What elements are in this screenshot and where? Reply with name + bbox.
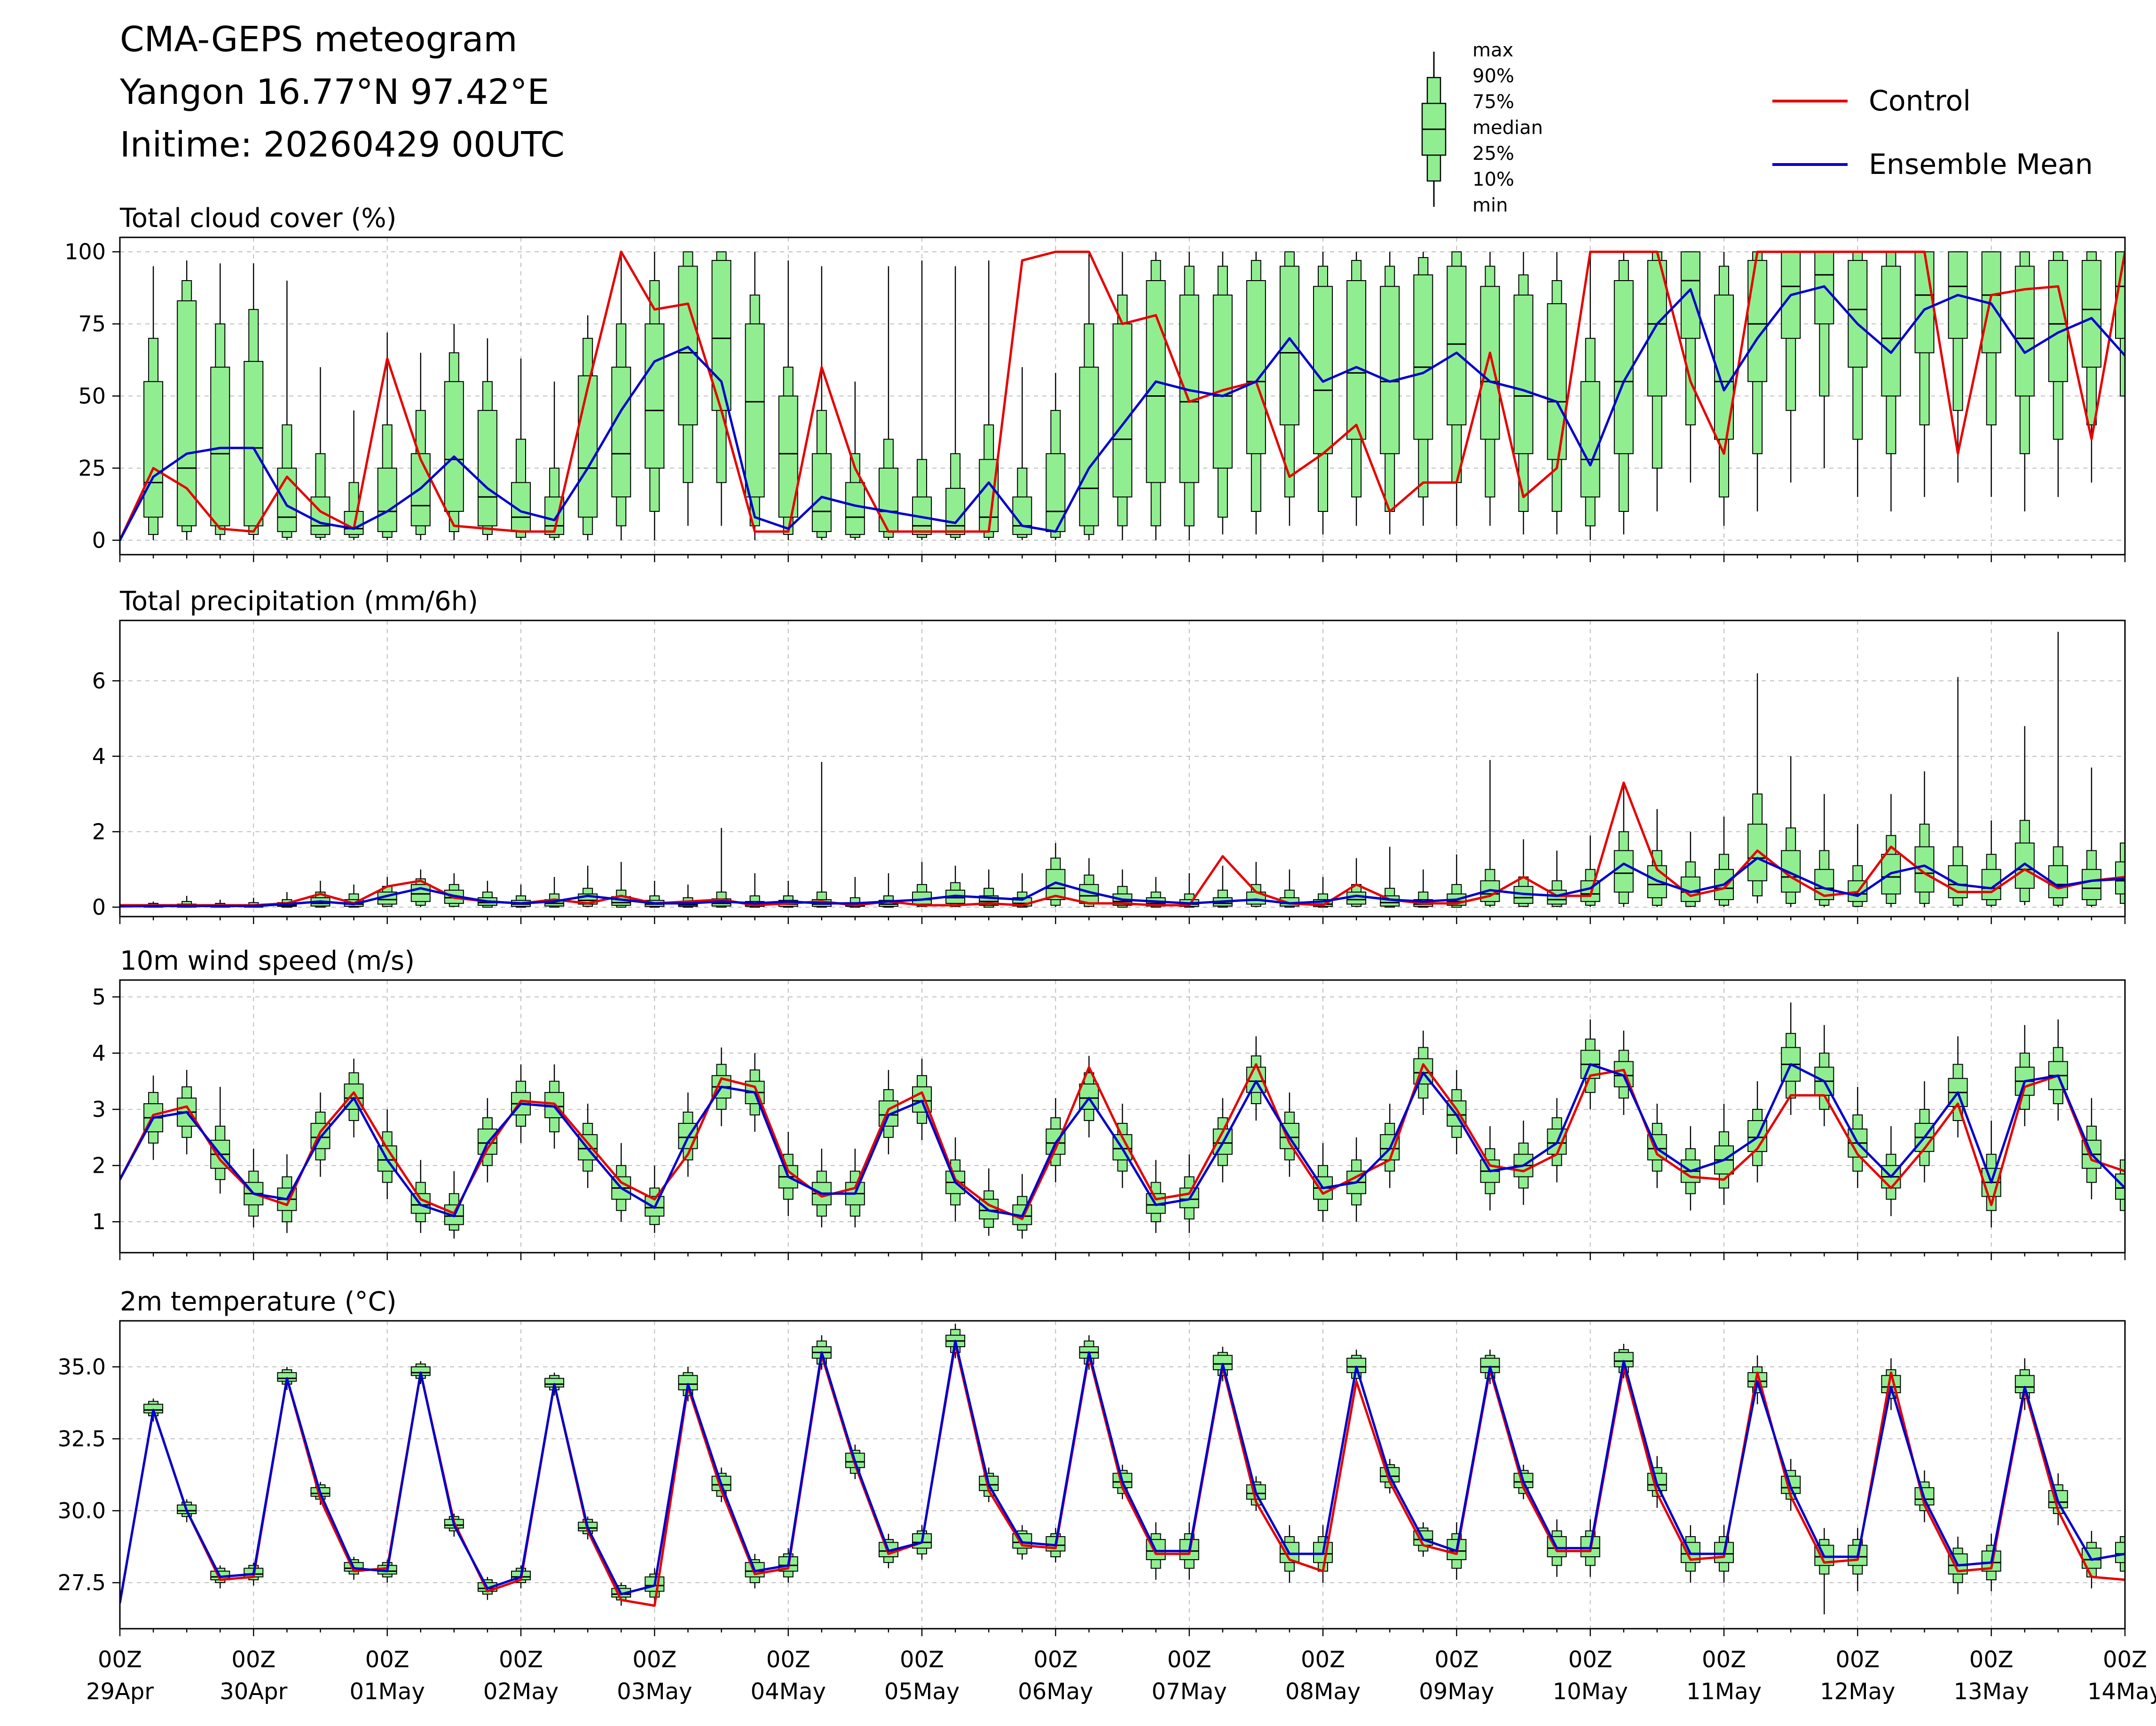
boxplot-legend-labels: max 90% 75% median 25% 10% min [1472,38,1543,219]
svg-text:00Z: 00Z [365,1647,409,1673]
svg-text:2m temperature (°C): 2m temperature (°C) [120,1287,397,1317]
chart-location: Yangon 16.77°N 97.42°E [120,72,550,112]
svg-text:03May: 03May [617,1679,692,1705]
chart-header: CMA-GEPS meteogram Yangon 16.77°N 97.42°… [120,13,565,171]
chart-title: CMA-GEPS meteogram [120,19,518,60]
svg-text:09May: 09May [1419,1679,1494,1705]
legend-ensemble: Ensemble Mean [1772,148,2093,181]
svg-text:2: 2 [92,819,106,844]
svg-text:5: 5 [92,984,106,1010]
legend-percentile-label-min: min [1472,195,1508,216]
svg-text:07May: 07May [1152,1679,1227,1705]
svg-text:50: 50 [78,384,106,409]
svg-text:00Z: 00Z [1702,1647,1746,1673]
svg-text:00Z: 00Z [1835,1647,1880,1673]
svg-text:10m wind speed (m/s): 10m wind speed (m/s) [120,946,415,976]
svg-text:2: 2 [92,1153,106,1178]
svg-text:00Z: 00Z [1969,1647,2014,1673]
svg-text:14May: 14May [2087,1679,2156,1705]
svg-text:00Z: 00Z [1568,1647,1613,1673]
svg-text:00Z: 00Z [766,1647,810,1673]
svg-text:25: 25 [78,455,106,481]
svg-text:75: 75 [78,311,106,337]
svg-text:04May: 04May [751,1679,826,1705]
boxplot-legend-glyph [1421,52,1447,207]
svg-text:30.0: 30.0 [58,1498,106,1523]
svg-text:00Z: 00Z [1434,1647,1479,1673]
svg-text:00Z: 00Z [900,1647,944,1673]
ensemble-legend-label: Ensemble Mean [1869,148,2093,181]
svg-text:06May: 06May [1018,1679,1093,1705]
legend-percentile-label-25: 25% [1472,143,1514,165]
svg-text:02May: 02May [483,1679,559,1705]
svg-text:12May: 12May [1820,1679,1895,1705]
svg-text:4: 4 [92,744,106,769]
legend-percentile-label-max: max [1472,39,1514,61]
svg-text:08May: 08May [1285,1679,1361,1705]
svg-text:4: 4 [92,1041,106,1066]
svg-text:00Z: 00Z [98,1647,142,1673]
svg-text:00Z: 00Z [231,1647,275,1673]
svg-text:0: 0 [92,527,106,553]
svg-text:10May: 10May [1553,1679,1628,1705]
chart-inittime: Initime: 20260429 00UTC [120,125,565,165]
svg-text:29Apr: 29Apr [86,1679,154,1705]
legend-control: Control [1772,85,1971,118]
svg-text:01May: 01May [350,1679,425,1705]
svg-text:00Z: 00Z [1167,1647,1212,1673]
svg-text:00Z: 00Z [632,1647,677,1673]
svg-text:6: 6 [92,668,106,693]
svg-text:00Z: 00Z [499,1647,543,1673]
legend-percentile-label-median: median [1472,117,1543,139]
svg-text:00Z: 00Z [1301,1647,1345,1673]
svg-text:05May: 05May [884,1679,960,1705]
svg-text:Total cloud cover (%): Total cloud cover (%) [119,203,396,234]
svg-text:13May: 13May [1954,1679,2029,1705]
svg-text:0: 0 [92,894,106,920]
legend-percentile-label-90: 90% [1472,65,1514,87]
svg-text:35.0: 35.0 [58,1354,106,1380]
control-line-swatch [1772,100,1848,102]
svg-text:Total precipitation (mm/6h): Total precipitation (mm/6h) [119,586,478,617]
svg-text:11May: 11May [1686,1679,1762,1705]
svg-text:00Z: 00Z [2103,1647,2147,1673]
legend-percentile-label-10: 10% [1472,169,1514,190]
svg-text:3: 3 [92,1097,106,1122]
legend-percentile-label-75: 75% [1472,91,1514,113]
svg-text:27.5: 27.5 [58,1570,106,1595]
svg-text:30Apr: 30Apr [220,1679,287,1705]
svg-text:1: 1 [92,1209,106,1234]
svg-text:32.5: 32.5 [58,1426,106,1451]
svg-text:00Z: 00Z [1033,1647,1078,1673]
ensemble-line-swatch [1772,163,1848,166]
svg-text:100: 100 [64,239,106,265]
control-legend-label: Control [1869,85,1971,118]
